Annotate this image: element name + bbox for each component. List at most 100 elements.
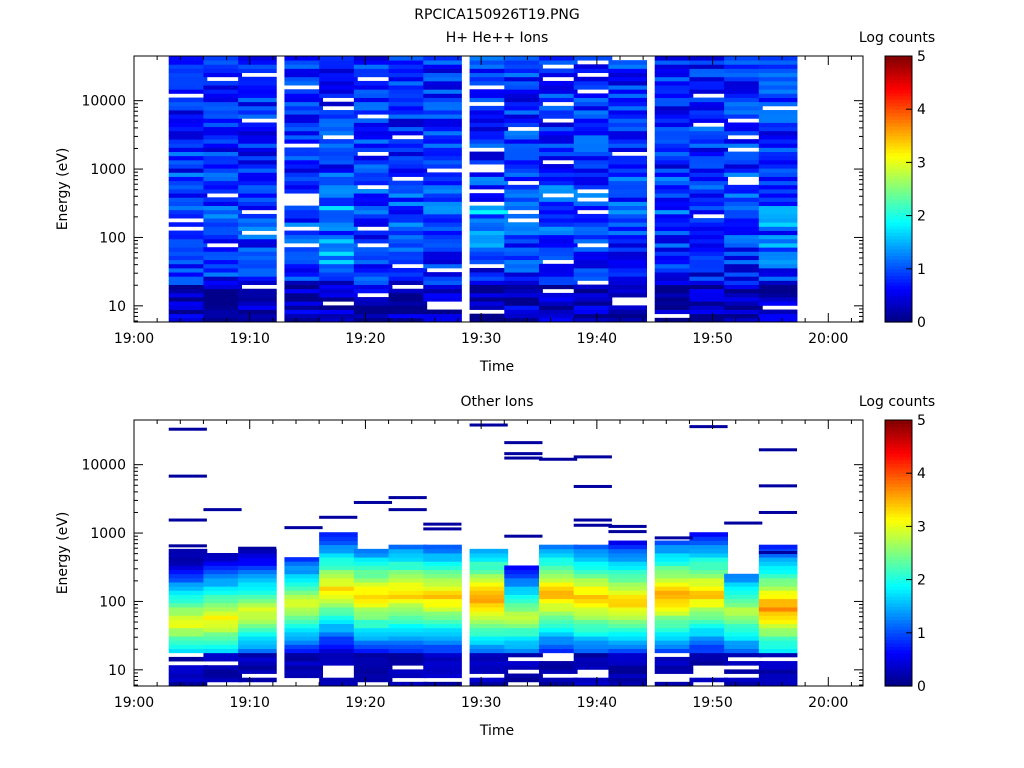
p2-heatmap-cell bbox=[724, 669, 763, 674]
p1-heatmap-cell bbox=[319, 147, 358, 152]
p2-heatmap-cell bbox=[168, 586, 208, 591]
p2-heatmap-cell bbox=[573, 565, 613, 571]
p1-colorbar-segment bbox=[885, 235, 912, 240]
p2-heatmap-cell bbox=[724, 573, 763, 579]
p1-heatmap-cell bbox=[353, 172, 393, 177]
p1-heatmap-cell bbox=[238, 155, 277, 161]
p1-heatmap-cell bbox=[608, 122, 648, 128]
p2-heatmap-cell bbox=[353, 644, 393, 649]
p1-heatmap-cell bbox=[539, 164, 578, 169]
p1-heatmap-cell bbox=[353, 297, 393, 302]
p1-heatmap-cell bbox=[724, 218, 763, 223]
p1-heatmap-cell bbox=[353, 122, 393, 128]
p2-heatmap-cell bbox=[654, 656, 694, 662]
p1-heatmap-cell bbox=[469, 93, 509, 98]
p1-heatmap-cell bbox=[319, 288, 358, 294]
p1-heatmap-cell bbox=[284, 184, 324, 190]
p2-colorbar-segment bbox=[885, 433, 912, 438]
p2-heatmap-cell bbox=[284, 582, 324, 587]
p2-heatmap-cell bbox=[504, 644, 543, 649]
p1-heatmap-cell bbox=[203, 255, 243, 261]
p1-colorbar-segment bbox=[885, 159, 912, 163]
p1-heatmap-cell bbox=[504, 197, 543, 202]
p1-heatmap-cell bbox=[319, 130, 358, 136]
p2-heatmap-cell bbox=[423, 544, 462, 550]
p1-heatmap-cell bbox=[469, 80, 509, 86]
p2-sparse-count-line bbox=[573, 484, 612, 488]
p2-heatmap-cell bbox=[573, 636, 613, 641]
p2-heatmap-cell bbox=[319, 619, 358, 625]
p2-heatmap-cell bbox=[168, 577, 208, 583]
p2-heatmap-cell bbox=[238, 582, 277, 587]
p2-heatmap-cell bbox=[319, 544, 358, 550]
p1-heatmap-cell bbox=[238, 292, 277, 298]
p1-heatmap-cell bbox=[573, 309, 613, 315]
p1-heatmap-cell bbox=[168, 122, 208, 128]
p2-heatmap-cell bbox=[203, 669, 243, 674]
p2-heatmap-cell bbox=[724, 636, 763, 641]
p1-heatmap-cell bbox=[539, 251, 578, 256]
panel2-plot-frame bbox=[133, 419, 864, 687]
p1-heatmap-cell bbox=[539, 134, 578, 140]
p1-heatmap-cell bbox=[388, 126, 428, 132]
p1-heatmap-cell bbox=[573, 97, 613, 103]
p1-heatmap-cell bbox=[238, 272, 277, 277]
p1-heatmap-cell bbox=[758, 114, 798, 119]
p1-heatmap-cell bbox=[539, 80, 578, 86]
p1-heatmap-cell bbox=[573, 205, 613, 211]
p1-heatmap-cell bbox=[608, 209, 648, 215]
p2-heatmap-cell bbox=[423, 561, 462, 566]
p1-heatmap-cell bbox=[388, 164, 428, 169]
p1-heatmap-cell bbox=[168, 114, 208, 119]
p2-heatmap-cell bbox=[539, 611, 578, 616]
p2-heatmap-cell bbox=[689, 619, 729, 625]
p1-heatmap-cell bbox=[203, 168, 243, 173]
p2-heatmap-cell bbox=[168, 677, 208, 683]
p2-heatmap-cell bbox=[423, 644, 462, 649]
p1-heatmap-cell bbox=[319, 164, 358, 169]
p2-heatmap-cell bbox=[504, 627, 543, 633]
p1-heatmap-cell bbox=[504, 176, 543, 182]
p2-heatmap-cell bbox=[689, 544, 729, 550]
p1-heatmap-cell bbox=[238, 218, 277, 223]
p1-heatmap-cell bbox=[573, 267, 613, 273]
p1-heatmap-cell bbox=[689, 209, 729, 215]
p1-heatmap-cell bbox=[758, 309, 798, 315]
p1-heatmap-cell bbox=[758, 284, 798, 290]
p2-heatmap-cell bbox=[203, 586, 243, 591]
p1-heatmap-cell bbox=[388, 184, 428, 190]
p1-heatmap-cell bbox=[654, 64, 694, 69]
p1-heatmap-cell bbox=[689, 143, 729, 148]
p1-heatmap-cell bbox=[724, 105, 763, 111]
p2-sparse-count-line bbox=[388, 508, 427, 512]
p1-heatmap-cell bbox=[654, 184, 694, 190]
p2-heatmap-cell bbox=[469, 656, 509, 662]
p2-heatmap-cell bbox=[608, 557, 648, 562]
p1-colorbar-segment bbox=[885, 79, 912, 84]
p1-heatmap-cell bbox=[353, 159, 393, 165]
p1-heatmap-cell bbox=[504, 263, 543, 269]
p1-heatmap-cell bbox=[353, 313, 393, 319]
p1-heatmap-cell bbox=[203, 309, 243, 315]
p1-heatmap-cell bbox=[539, 176, 578, 182]
p2-xtick-label: 19:00 bbox=[114, 695, 154, 711]
p2-colorbar-segment bbox=[885, 639, 912, 644]
p1-heatmap-cell bbox=[573, 105, 613, 111]
p2-heatmap-cell bbox=[353, 611, 393, 616]
p1-heatmap-cell bbox=[539, 172, 578, 177]
p2-heatmap-cell bbox=[423, 553, 462, 558]
p1-heatmap-cell bbox=[573, 297, 613, 302]
p1-heatmap-cell bbox=[203, 184, 243, 190]
p1-heatmap-cell bbox=[504, 151, 543, 157]
p1-heatmap-cell bbox=[168, 105, 208, 111]
p1-heatmap-cell bbox=[539, 305, 578, 310]
p1-heatmap-cell bbox=[573, 56, 613, 61]
p2-heatmap-cell bbox=[168, 557, 208, 562]
p1-heatmap-cell bbox=[758, 89, 798, 94]
p1-heatmap-cell bbox=[284, 164, 324, 169]
p1-heatmap-cell bbox=[504, 189, 543, 194]
p1-heatmap-cell bbox=[469, 267, 509, 273]
p1-heatmap-cell bbox=[724, 130, 763, 136]
p2-heatmap-cell bbox=[469, 640, 509, 645]
